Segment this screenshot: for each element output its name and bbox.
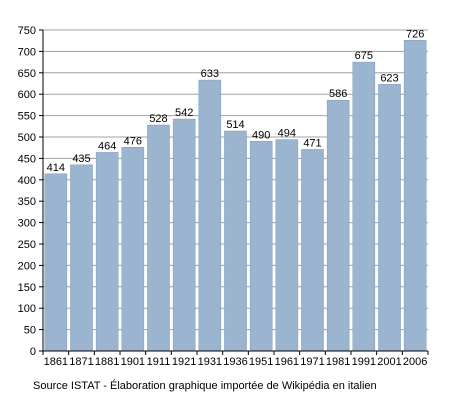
y-tick-label: 600: [18, 89, 36, 101]
x-tick-label: 1961: [275, 356, 299, 368]
x-tick-label: 1911: [147, 356, 171, 368]
bar: [147, 124, 170, 352]
data-labels: 414 435 464 476 528 542 633 514 490 494 471 586 675 6…: [47, 28, 425, 174]
data-label: 623: [380, 72, 398, 84]
data-label: 633: [201, 68, 219, 80]
source-caption: Source ISTAT - Élaboration graphique imp…: [33, 380, 377, 392]
y-tick-label: 200: [18, 260, 36, 272]
x-tick-label: 1936: [223, 356, 247, 368]
data-label: 471: [303, 137, 321, 149]
data-label: 542: [175, 107, 193, 119]
bar: [249, 141, 273, 352]
x-tick-label: 1991: [352, 356, 376, 368]
y-tick-label: 0: [30, 346, 36, 358]
y-tick-label: 450: [18, 153, 36, 165]
x-tick-label: 1981: [326, 356, 350, 368]
bar: [326, 99, 350, 352]
bar: [378, 84, 401, 352]
y-tick-label: 150: [18, 282, 36, 294]
bar: [352, 61, 376, 352]
y-tick-label: 500: [18, 132, 36, 144]
y-tick-label: 100: [18, 303, 36, 315]
y-tick-label: 650: [18, 68, 36, 80]
data-label: 490: [252, 129, 270, 141]
data-label: 675: [355, 50, 373, 62]
y-tick-label: 300: [18, 218, 36, 230]
bar: [275, 139, 299, 352]
data-label: 476: [124, 135, 142, 147]
bar: [198, 79, 222, 352]
bars: [44, 40, 427, 352]
x-tick-label: 1921: [172, 356, 196, 368]
x-tick-label: 1881: [95, 356, 119, 368]
y-tick-label: 700: [18, 46, 36, 58]
bar: [224, 130, 247, 352]
data-label: 528: [149, 113, 167, 125]
y-tick-label: 250: [18, 239, 36, 251]
data-label: 726: [406, 28, 424, 40]
bar: [44, 173, 68, 352]
data-label: 435: [72, 153, 90, 165]
x-tick-labels: 1861 1871 1881 1901 1911 1921 1931 1936 1951 1961…: [44, 356, 428, 368]
y-tick-labels: 0 50 100 150 200 250 300 350 400 450 500 550 600 650 7…: [18, 25, 36, 358]
bar: [403, 40, 427, 352]
axes: [39, 29, 429, 355]
x-tick-label: 1871: [69, 356, 93, 368]
bar: [121, 147, 145, 352]
data-label: 586: [329, 88, 347, 100]
x-tick-label: 2006: [403, 356, 427, 368]
y-tick-label: 50: [24, 325, 36, 337]
bar: [95, 152, 119, 352]
bar: [172, 118, 196, 352]
x-tick-label: 2001: [377, 356, 401, 368]
x-tick-label: 1951: [249, 356, 273, 368]
data-label: 514: [226, 119, 244, 131]
x-tick-label: 1861: [44, 356, 68, 368]
y-tick-label: 750: [18, 25, 36, 37]
bar: [70, 164, 93, 352]
x-tick-label: 1971: [300, 356, 324, 368]
x-tick-label: 1931: [198, 356, 222, 368]
y-tick-label: 350: [18, 196, 36, 208]
x-tick-label: 1901: [121, 356, 145, 368]
y-tick-label: 400: [18, 175, 36, 187]
y-tick-label: 550: [18, 111, 36, 123]
data-label: 464: [98, 140, 116, 152]
data-label: 414: [47, 162, 65, 174]
data-label: 494: [278, 128, 296, 140]
bar: [301, 149, 324, 352]
